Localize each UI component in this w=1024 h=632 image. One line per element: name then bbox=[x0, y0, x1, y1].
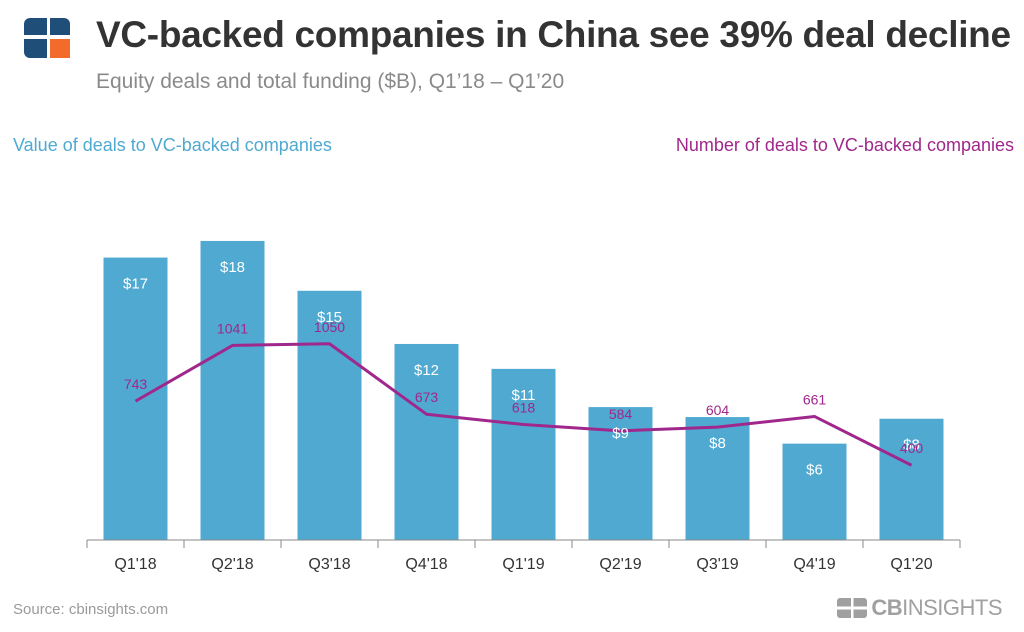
cbinsights-brand: CBINSIGHTS bbox=[837, 595, 1002, 620]
line-value-label: 673 bbox=[415, 389, 439, 405]
x-tick-label: Q1'19 bbox=[502, 556, 544, 573]
bar-value-label: $12 bbox=[414, 362, 439, 379]
line-value-label: 618 bbox=[512, 399, 536, 415]
bar bbox=[200, 240, 265, 540]
cb-logo-icon bbox=[24, 18, 70, 58]
x-tick-label: Q4'18 bbox=[405, 556, 447, 573]
labels-layer: $17 $18 $15 $12 $11 $9 $8 $6 $8 743 1041 1050 673 618… bbox=[123, 259, 923, 479]
line-value-label: 584 bbox=[609, 406, 633, 422]
x-tick-label: Q3'18 bbox=[308, 556, 350, 573]
source-note: Source: cbinsights.com bbox=[13, 601, 169, 618]
x-tick-label: Q1'18 bbox=[114, 556, 156, 573]
bar bbox=[394, 343, 459, 540]
bar bbox=[879, 418, 944, 540]
x-tick-label: Q4'19 bbox=[793, 556, 835, 573]
bar-value-label: $9 bbox=[612, 425, 629, 442]
x-tick-label: Q2'18 bbox=[211, 556, 253, 573]
deal-count-line bbox=[134, 342, 913, 467]
bar bbox=[297, 290, 362, 540]
x-tick-label: Q3'19 bbox=[696, 556, 738, 573]
brand-light: INSIGHTS bbox=[902, 595, 1002, 620]
bar bbox=[103, 257, 168, 540]
bar-value-label: $8 bbox=[709, 435, 726, 452]
x-axis: Q1'18 Q2'18 Q3'18 Q4'18 Q1'19 Q2'19 Q3'19 Q4'19… bbox=[86, 539, 961, 573]
line-value-label: 400 bbox=[900, 440, 924, 456]
legend-value-label: Value of deals to VC-backed companies bbox=[13, 135, 332, 155]
line-value-label: 1041 bbox=[217, 320, 248, 336]
line-value-label: 661 bbox=[803, 391, 827, 407]
bar-value-label: $11 bbox=[512, 387, 536, 404]
line-value-label: 1050 bbox=[314, 319, 345, 335]
bar-value-label: $17 bbox=[123, 276, 148, 293]
page-subtitle: Equity deals and total funding ($B), Q1’… bbox=[96, 70, 565, 93]
x-tick-label: Q2'19 bbox=[599, 556, 641, 573]
bar-value-label: $15 bbox=[317, 309, 342, 326]
line-layer bbox=[134, 342, 913, 467]
line-value-label: 604 bbox=[706, 402, 730, 418]
bar bbox=[685, 417, 750, 540]
legend-count-label: Number of deals to VC-backed companies bbox=[675, 135, 1014, 155]
bar-value-label: $6 bbox=[806, 462, 823, 479]
bar-value-label: $8 bbox=[903, 437, 920, 454]
page-title: VC-backed companies in China see 39% dea… bbox=[96, 14, 1011, 55]
brand-bold: CB bbox=[871, 595, 903, 620]
bar-value-label: $18 bbox=[220, 259, 245, 276]
bars-layer bbox=[103, 240, 944, 540]
bar bbox=[491, 368, 556, 540]
bar bbox=[782, 443, 847, 540]
x-tick-label: Q1'20 bbox=[890, 556, 932, 573]
cb-brand-icon bbox=[837, 598, 868, 618]
line-value-label: 743 bbox=[124, 376, 148, 392]
